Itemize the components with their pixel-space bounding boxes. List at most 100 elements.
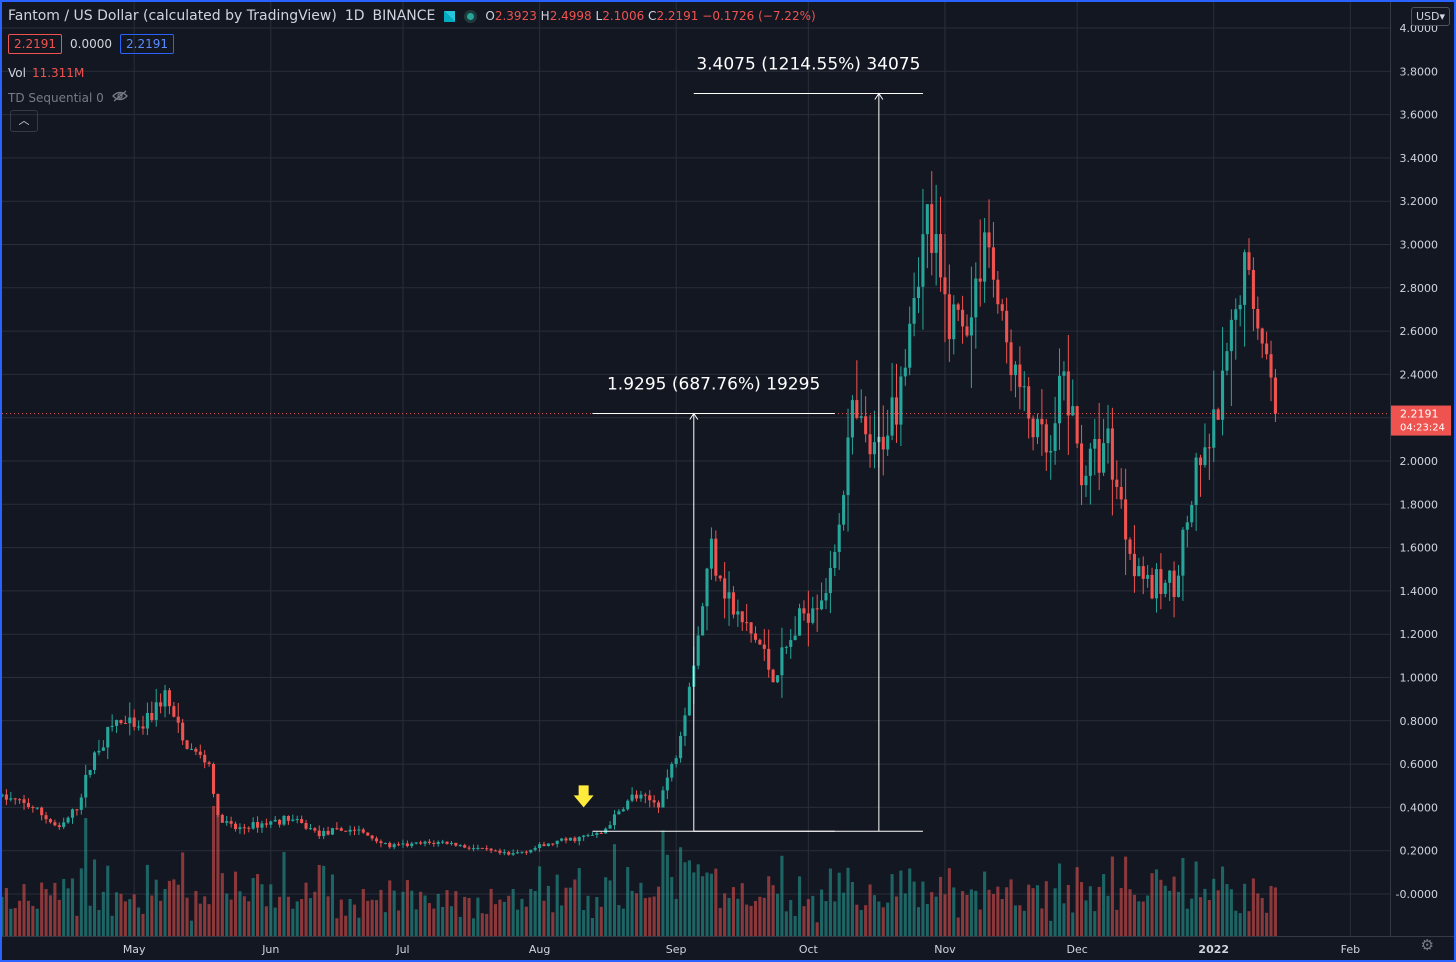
candle-body xyxy=(101,747,105,751)
volume-bar xyxy=(405,880,409,936)
volume-bar xyxy=(974,890,978,936)
volume-bar xyxy=(820,889,824,936)
candle-body xyxy=(1088,448,1092,476)
settings-gear-icon[interactable]: ⚙ xyxy=(1420,936,1434,954)
candle-body xyxy=(361,829,365,833)
volume-bar xyxy=(1238,913,1242,936)
candle-body xyxy=(934,234,938,253)
candle-body xyxy=(449,842,453,844)
volume-bar xyxy=(564,887,568,936)
volume-bar xyxy=(1106,895,1110,936)
candle-body xyxy=(952,304,956,340)
volume-bar xyxy=(912,881,916,936)
candle-body xyxy=(348,829,352,832)
candle-body xyxy=(978,278,982,282)
candle-body xyxy=(70,809,75,818)
candle-body xyxy=(62,822,66,828)
volume-bar xyxy=(1119,888,1123,936)
indicator-label[interactable]: TD Sequential 0 xyxy=(8,90,104,105)
volume-bar xyxy=(1269,886,1273,936)
candle-body xyxy=(753,633,758,640)
candle-body xyxy=(401,843,405,845)
volume-bar xyxy=(604,877,608,936)
volume-bar xyxy=(705,872,709,936)
sell-price-box[interactable]: 2.2191 xyxy=(8,34,62,54)
volume-bar xyxy=(961,891,965,936)
volume-bar xyxy=(560,905,564,936)
candle-body xyxy=(1137,566,1141,577)
candle-body xyxy=(264,823,268,825)
volume-bar xyxy=(573,879,577,936)
volume-bar xyxy=(1080,882,1084,936)
interval-label[interactable]: 1D xyxy=(344,8,365,24)
candle-body xyxy=(31,807,35,809)
volume-bar xyxy=(1102,874,1106,936)
volume-bar xyxy=(621,908,625,936)
candle-body xyxy=(762,644,766,649)
volume-bar xyxy=(872,895,876,936)
candle-body xyxy=(771,669,775,683)
y-tick-label: 0.8000 xyxy=(1400,715,1439,728)
candle-body xyxy=(820,600,824,610)
volume-bar xyxy=(88,905,92,936)
candle-body xyxy=(1203,447,1207,466)
candle-body xyxy=(1234,309,1238,320)
candle-body xyxy=(467,847,471,849)
time-axis-panel xyxy=(2,936,1454,960)
candle-body xyxy=(502,852,506,854)
collapse-legend-button[interactable]: ︿ xyxy=(10,110,38,132)
volume-bar xyxy=(590,918,594,936)
candle-body xyxy=(652,800,656,803)
candle-body xyxy=(2,794,4,797)
volume-bar xyxy=(1181,857,1185,936)
candle-body xyxy=(806,613,810,623)
volume-bar xyxy=(916,907,921,936)
candle-body xyxy=(749,622,753,634)
currency-selector[interactable]: USD▾ xyxy=(1410,7,1450,26)
candle-body xyxy=(894,397,899,425)
volume-bar xyxy=(313,891,317,936)
volume-bar xyxy=(1212,878,1216,936)
candle-body xyxy=(1044,424,1048,453)
y-tick-label: 3.0000 xyxy=(1400,239,1439,252)
volume-bar xyxy=(674,898,678,936)
volume-bar xyxy=(1066,884,1070,936)
volume-bar xyxy=(859,910,863,936)
candle-body xyxy=(159,702,163,707)
volume-bar xyxy=(1000,899,1004,936)
candle-body xyxy=(511,853,515,855)
volume-bar xyxy=(987,889,991,936)
candle-body xyxy=(1265,343,1269,355)
volume-bar xyxy=(207,904,211,936)
volume-bar xyxy=(657,886,661,936)
eye-hidden-icon[interactable] xyxy=(111,90,128,105)
volume-bar xyxy=(101,891,105,936)
volume-bar xyxy=(308,898,312,936)
candle-body xyxy=(846,437,850,496)
candle-body xyxy=(256,822,260,828)
candle-body xyxy=(1181,529,1185,576)
candle-body xyxy=(1057,375,1062,424)
candle-body xyxy=(57,825,61,828)
candle-body xyxy=(736,611,740,615)
volume-bar xyxy=(97,910,101,936)
volume-bar xyxy=(780,855,784,936)
volume-bar xyxy=(150,895,154,936)
volume-bar xyxy=(251,877,255,936)
volume-bar xyxy=(511,888,515,936)
market-status-icon[interactable] xyxy=(464,9,478,23)
volume-bar xyxy=(163,888,167,936)
volume-bar xyxy=(185,897,189,936)
volume-bar xyxy=(66,888,70,936)
volume-bar xyxy=(753,901,758,936)
candle-body xyxy=(740,611,744,623)
volume-bar xyxy=(238,891,242,936)
candle-body xyxy=(172,706,176,717)
buy-price-box[interactable]: 2.2191 xyxy=(120,34,174,54)
symbol-title[interactable]: Fantom / US Dollar (calculated by Tradin… xyxy=(8,8,337,24)
volume-bar xyxy=(57,899,61,936)
volume-bar xyxy=(520,898,524,936)
volume-bar xyxy=(352,904,357,936)
